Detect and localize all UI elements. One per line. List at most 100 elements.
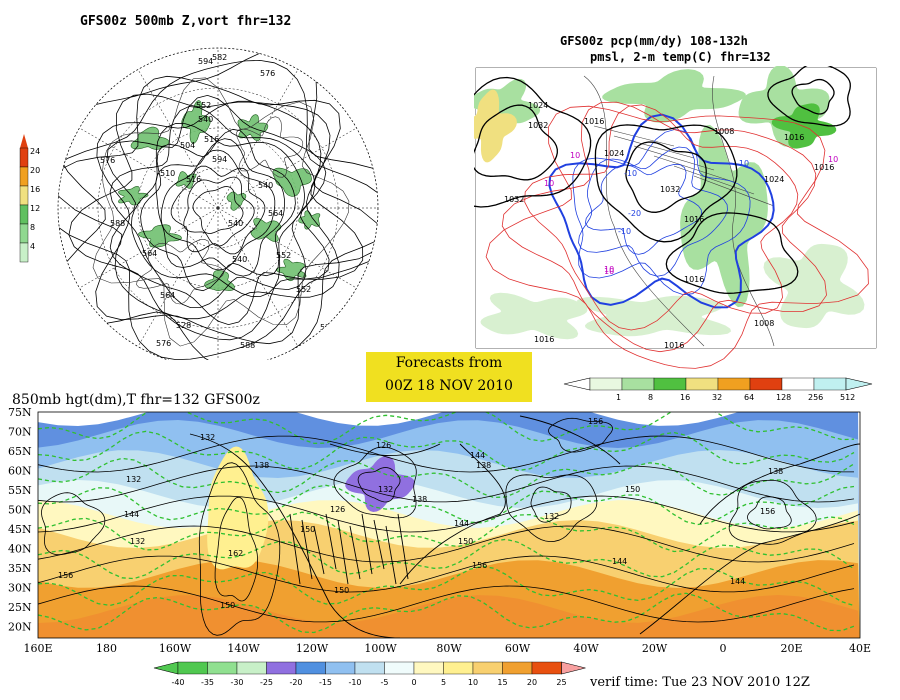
scale-swatch	[531, 661, 562, 675]
isobar	[767, 66, 851, 127]
temperature-label: 10	[544, 179, 554, 188]
isobar	[474, 76, 592, 208]
isotherm	[38, 457, 855, 499]
contour-label: 576	[100, 156, 115, 165]
latitude-label: 30N	[8, 582, 32, 595]
scale-arrow-left	[563, 377, 591, 391]
scale-label: 15	[497, 678, 507, 687]
meridian-line	[132, 60, 219, 209]
height-label: 156	[472, 561, 487, 570]
scale-swatch	[19, 223, 29, 244]
scale-swatch	[19, 166, 29, 187]
border-line	[325, 513, 337, 570]
warm-ridge	[207, 446, 269, 570]
scale-swatch	[266, 661, 297, 675]
scale-swatch	[19, 204, 29, 225]
contour-label: 540	[198, 115, 213, 124]
850mb-height-temp-map: 1321381261321381561441381501441321561621…	[8, 406, 871, 687]
scale-label: -10	[348, 678, 361, 687]
contour-label: 504	[180, 141, 195, 150]
scale-label: 8	[30, 223, 35, 232]
height-contour	[357, 467, 401, 503]
longitude-label: 180	[96, 642, 117, 655]
coastline	[236, 116, 304, 178]
height-contour	[38, 525, 855, 563]
contour-label: 594	[212, 155, 227, 164]
isobar-label: 1032	[660, 185, 680, 194]
scale-label: 128	[776, 393, 791, 402]
height-label: 132	[200, 433, 215, 442]
isobar-label: 1016	[814, 163, 834, 172]
scale-swatch	[295, 661, 326, 675]
isotherm	[38, 538, 855, 580]
longitude-label: 120W	[296, 642, 329, 655]
state-border	[613, 135, 695, 159]
height-contour	[38, 585, 855, 623]
vorticity-blob	[298, 210, 321, 230]
height-label: 144	[612, 557, 627, 566]
contour-label: 528	[176, 321, 191, 330]
height-contour	[333, 446, 417, 519]
border-line	[289, 513, 301, 585]
height-contour	[728, 479, 817, 545]
precip-area	[738, 66, 830, 147]
longitude-label: 160E	[23, 642, 52, 655]
contour-label: 576	[156, 339, 171, 348]
scale-swatch	[717, 377, 751, 391]
height-contour	[548, 417, 613, 453]
isobar-label: 1016	[584, 117, 604, 126]
forecast-banner: Forecasts from 00Z 18 NOV 2010	[366, 352, 532, 402]
scale-swatch	[813, 377, 847, 391]
isobar-label: 1032	[528, 121, 548, 130]
scale-label: 16	[30, 185, 40, 194]
height-contour	[68, 93, 364, 341]
border-line	[385, 525, 397, 585]
isobar	[625, 141, 707, 213]
height-label: 138	[412, 495, 427, 504]
scale-label: -20	[289, 678, 302, 687]
contour-label: 576	[320, 323, 335, 332]
vorticity-blob	[130, 126, 170, 150]
temperature-contour	[524, 104, 799, 331]
temperature-contour	[584, 163, 702, 255]
border-line	[313, 525, 325, 575]
scale-label: -15	[319, 678, 332, 687]
scale-swatch	[621, 377, 655, 391]
temperature-contour	[572, 128, 751, 296]
height-label: 144	[730, 577, 745, 586]
temperature-label: 10	[604, 267, 614, 276]
contour-label: 516	[204, 135, 219, 144]
contour-label: 552	[296, 285, 311, 294]
state-border	[693, 175, 775, 207]
height-label: 138	[476, 461, 491, 470]
isobar-label: 1008	[754, 319, 774, 328]
border-line	[349, 525, 361, 580]
north-america-pcp-map: 1024103210321016102410321016100810241016…	[474, 66, 877, 402]
latitude-label: 70N	[8, 426, 32, 439]
scale-label: 5	[441, 678, 446, 687]
scale-swatch	[749, 377, 783, 391]
precip-area	[576, 295, 732, 337]
height-label: 150	[458, 537, 473, 546]
coastline	[189, 433, 506, 638]
height-contour	[746, 496, 792, 530]
contour-label: 540	[228, 219, 243, 228]
temperature-contour	[485, 105, 869, 369]
scale-swatch	[685, 377, 719, 391]
scale-swatch	[19, 185, 29, 206]
contour-label: 552	[196, 101, 211, 110]
height-contour	[38, 435, 854, 473]
height-contour	[38, 495, 855, 533]
latitude-label: 25N	[8, 601, 32, 614]
scale-label: 10	[468, 678, 478, 687]
banner-line1: Forecasts from	[395, 355, 503, 371]
height-label: 150	[220, 601, 235, 610]
contour-label: 588	[110, 219, 125, 228]
contour-label: 576	[300, 63, 315, 72]
coastline	[92, 77, 350, 347]
contour-label: 516	[186, 175, 201, 184]
scale-arrow-left	[153, 661, 179, 675]
scale-swatch	[207, 661, 238, 675]
isobar-label: 1024	[528, 101, 548, 110]
scale-swatch	[653, 377, 687, 391]
